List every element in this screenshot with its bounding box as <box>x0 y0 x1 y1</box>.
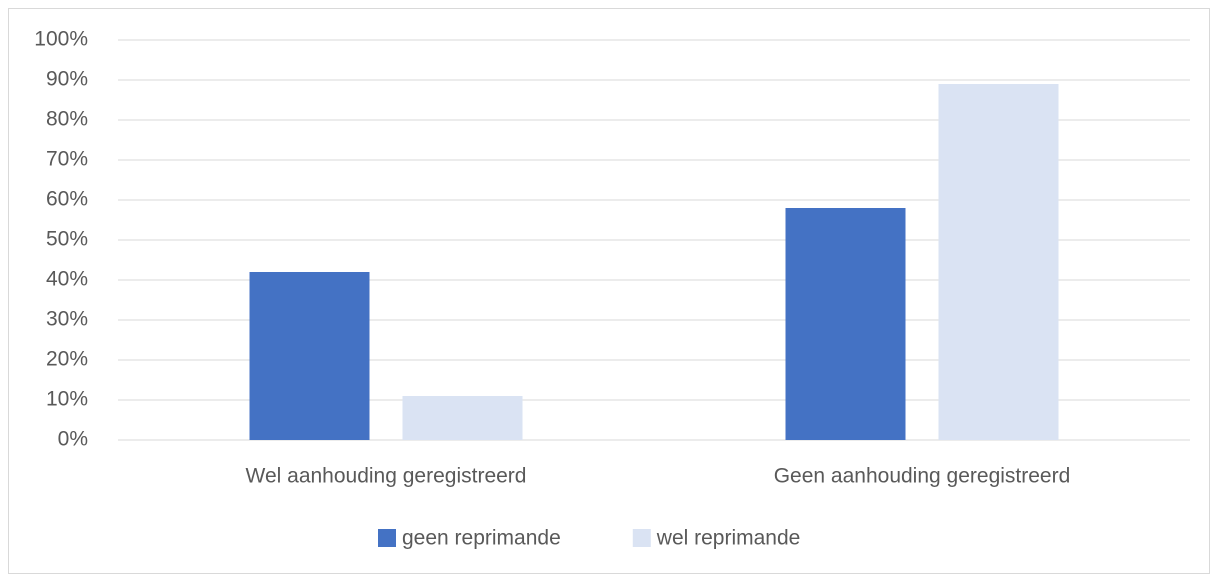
y-tick-label: 50% <box>46 228 88 251</box>
legend-label: wel reprimande <box>656 527 801 550</box>
bar <box>249 272 370 440</box>
legend-label: geen reprimande <box>402 527 561 550</box>
y-tick-label: 70% <box>46 148 88 171</box>
y-tick-label: 10% <box>46 388 88 411</box>
y-tick-label: 90% <box>46 68 88 91</box>
y-tick-label: 20% <box>46 348 88 371</box>
x-tick-label: Wel aanhouding geregistreerd <box>246 465 527 488</box>
bar <box>785 208 906 440</box>
x-tick-label: Geen aanhouding geregistreerd <box>774 465 1071 488</box>
y-tick-label: 100% <box>34 28 88 51</box>
bar <box>402 396 523 440</box>
y-tick-label: 40% <box>46 268 88 291</box>
y-tick-label: 60% <box>46 188 88 211</box>
y-tick-label: 80% <box>46 108 88 131</box>
bar <box>938 84 1059 440</box>
y-tick-label: 0% <box>58 428 88 451</box>
legend-swatch <box>378 529 396 547</box>
legend-swatch <box>632 529 651 547</box>
y-tick-label: 30% <box>46 308 88 331</box>
